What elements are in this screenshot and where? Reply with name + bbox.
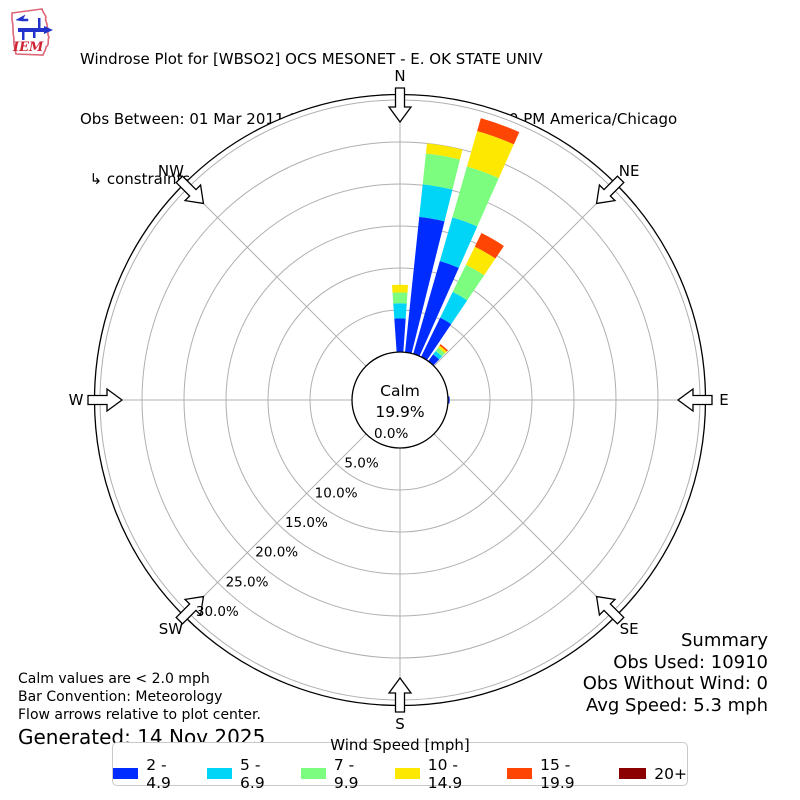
windrose-bar-segment [421, 317, 452, 361]
legend-items: 2 - 4.9 5 - 6.9 7 - 9.9 10 - 14.9 15 - 19.9 2… [113, 756, 687, 792]
legend-item: 7 - 9.9 [300, 755, 381, 792]
grid-spoke [183, 433, 367, 617]
legend-swatch [300, 768, 326, 779]
summary-block: Summary Obs Used: 10910 Obs Without Wind… [583, 630, 768, 716]
legend-swatch [619, 768, 647, 779]
windrose-bar-segment [413, 261, 459, 357]
legend-title: Wind Speed [mph] [330, 735, 470, 754]
weather-vane-icon [15, 14, 53, 40]
legend-item: 5 - 6.9 [206, 755, 287, 792]
windrose-bar-segment [439, 217, 478, 268]
legend-item: 2 - 4.9 [113, 756, 193, 792]
calm-label: Calm [380, 382, 420, 400]
ring-label: 5.0% [344, 456, 378, 472]
ring-label: 10.0% [315, 485, 358, 501]
legend-label: 15 - 19.9 [540, 755, 575, 792]
legend-label: 2 - 4.9 [146, 755, 171, 792]
compass-label-n: N [394, 67, 405, 85]
ring-label: 0.0% [374, 426, 408, 442]
windrose-bar-segment [452, 264, 485, 301]
compass-arrow-ne [595, 175, 625, 205]
summary-avg-speed: Avg Speed: 5.3 mph [586, 694, 768, 716]
legend-label: 20+ [654, 764, 687, 783]
windrose-bar-segment [440, 291, 468, 324]
windrose-bar-segment [439, 344, 448, 352]
windrose-bar-segment [419, 184, 453, 222]
summary-obs-used: Obs Used: 10910 [613, 651, 768, 673]
legend-item: 15 - 19.9 [506, 755, 605, 792]
legend-label: 5 - 6.9 [240, 755, 265, 792]
windrose-bar-segment [435, 347, 446, 357]
summary-title: Summary [681, 630, 768, 651]
windrose-bar-segment [474, 233, 504, 259]
ring-label: 20.0% [255, 545, 298, 561]
windrose-bar-segment [405, 216, 445, 354]
wind-speed-legend: Wind Speed [mph] 2 - 4.9 5 - 6.9 7 - 9.9 10… [112, 736, 688, 792]
ring-label: 30.0% [196, 604, 239, 620]
compass-arrow-n [387, 87, 413, 124]
windrose-bar-segment [393, 303, 407, 319]
legend-swatch [113, 768, 139, 779]
note-convention: Bar Convention: Meteorology [18, 689, 223, 705]
compass-arrow-nw [175, 175, 205, 205]
compass-label-w: W [69, 391, 84, 409]
calm-value: 19.9% [375, 403, 424, 421]
compass-arrow-se [595, 595, 625, 625]
note-calm: Calm values are < 2.0 mph [18, 671, 210, 687]
compass-label-ne: NE [619, 162, 640, 180]
grid-spoke [433, 183, 617, 367]
legend-label: 7 - 9.9 [333, 755, 359, 792]
compass-label-nw: NW [158, 162, 184, 180]
legend-item: 20+ [619, 765, 687, 783]
compass-label-e: E [719, 391, 728, 409]
legend-swatch [206, 768, 233, 779]
grid-spoke [433, 433, 617, 617]
windrose-bar-segment [425, 143, 463, 160]
compass-arrow-w [87, 387, 124, 413]
windrose-bar-segment [477, 118, 520, 145]
iem-logo: IEM [11, 8, 53, 56]
compass-label-se: SE [620, 620, 639, 638]
ring-label: 25.0% [226, 574, 269, 590]
windrose-bar-segment [466, 131, 514, 179]
compass-arrow-sw [175, 595, 205, 625]
windrose-bar-segment [422, 153, 460, 190]
compass-label-s: S [395, 715, 405, 733]
compass-arrow-e [676, 387, 713, 413]
plot-title: Windrose Plot for [WBSO2] OCS MESONET - … [80, 50, 543, 68]
compass-arrow-s [387, 676, 413, 713]
compass-label-sw: SW [159, 620, 184, 638]
windrose-bar-segment [465, 246, 496, 276]
logo-text: IEM [12, 40, 44, 55]
legend-swatch [506, 768, 533, 779]
legend-item: 10 - 14.9 [394, 755, 493, 792]
note-arrows: Flow arrows relative to plot center. [18, 707, 261, 723]
legend-swatch [394, 768, 420, 779]
legend-label: 10 - 14.9 [427, 755, 463, 792]
summary-obs-without-wind: Obs Without Wind: 0 [582, 673, 768, 694]
windrose-bar-segment [391, 284, 409, 293]
windrose-bar-segment [438, 345, 447, 354]
notes-block: Calm values are < 2.0 mph Bar Convention… [18, 670, 265, 749]
calm-circle [351, 351, 449, 449]
grid-spoke [183, 183, 367, 367]
windrose-bar-segment [433, 350, 443, 360]
windrose-bar-segment [394, 318, 406, 353]
windrose-bar-segment [392, 292, 408, 304]
ring-label: 15.0% [285, 515, 328, 531]
windrose-bar-segment [452, 166, 499, 227]
